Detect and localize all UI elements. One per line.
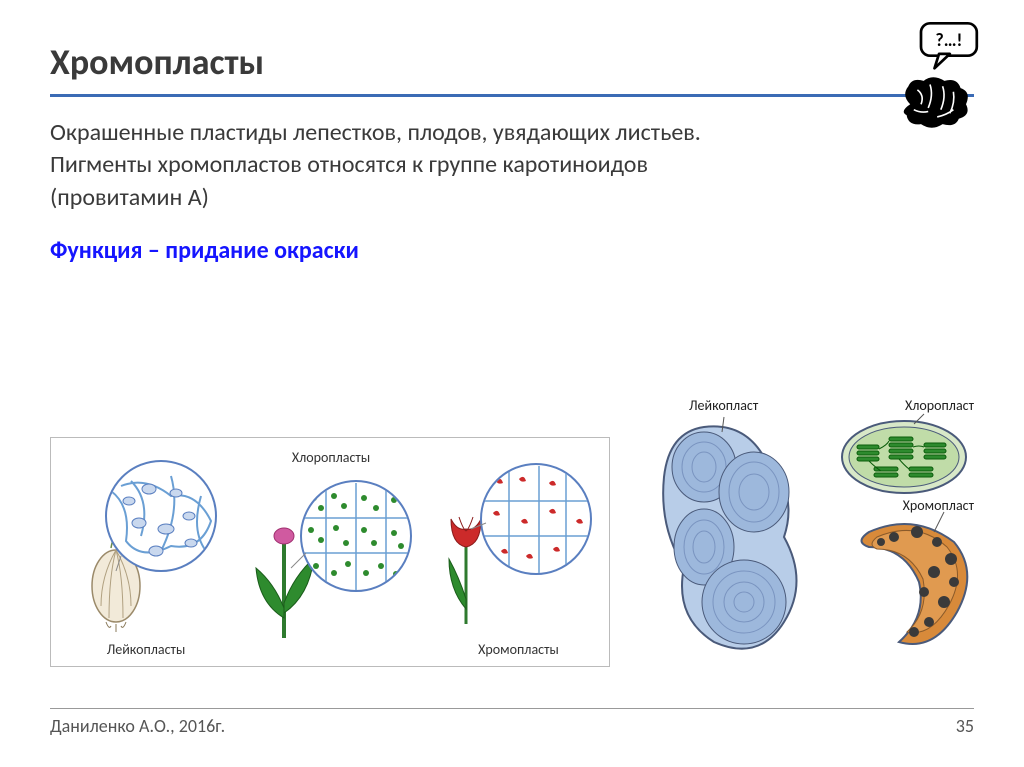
chromoplast-label: Хромопласты: [431, 641, 606, 658]
chromoplast-item: Хромопласты: [431, 451, 606, 658]
chloroplast-closeup-label: Хлоропласт: [905, 397, 974, 414]
bubble-text: ?…!: [935, 29, 962, 51]
page-title: Хромопласты: [50, 40, 974, 84]
chloroplast-item: Хлоропласты: [236, 449, 426, 658]
leukoplast-label: Лейкопласты: [61, 641, 231, 658]
function-text: Функция – придание окраски: [50, 236, 974, 265]
figures-area: Лейкопласты Хлоропласты: [50, 387, 984, 667]
footer-author: Даниленко А.О., 2016г.: [50, 715, 225, 737]
chromoplast-closeup-label: Хромопласт: [903, 497, 974, 514]
leukoplast-closeup-label: Лейкопласт: [689, 397, 758, 414]
chloroplast-top-label: Хлоропласты: [236, 449, 426, 466]
plastid-types-figure: Лейкопласты Хлоропласты: [50, 437, 610, 667]
footer: Даниленко А.О., 2016г. 35: [50, 708, 974, 737]
title-divider: [50, 94, 974, 97]
description-text: Окрашенные пластиды лепестков, плодов, у…: [50, 117, 750, 214]
leukoplast-item: Лейкопласты: [61, 451, 231, 658]
footer-page: 35: [956, 715, 974, 737]
plastid-closeup-figure: Лейкопласт Хлоропласт Хромопласт: [634, 392, 984, 677]
thinking-brain-icon: ?…!: [894, 20, 984, 145]
